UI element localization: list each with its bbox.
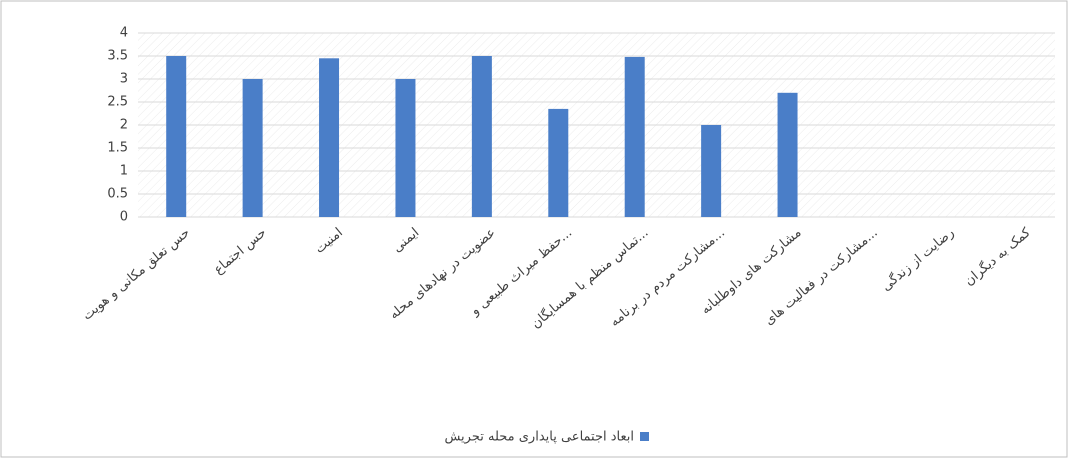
bar: [395, 79, 416, 217]
bar: [471, 56, 492, 217]
y-tick-label: 4: [120, 26, 128, 41]
y-tick-label: 1: [120, 164, 128, 179]
legend-swatch: [640, 432, 649, 441]
y-tick-label: 3: [120, 72, 128, 87]
y-tick-label: 1.5: [107, 141, 128, 156]
bar: [319, 58, 340, 217]
y-tick-label: 0: [120, 210, 128, 225]
y-tick-label: 2.5: [107, 95, 128, 110]
y-tick-label: 2: [120, 118, 128, 133]
bar: [242, 79, 263, 217]
bar: [777, 92, 798, 217]
bar: [624, 56, 645, 217]
bar: [548, 108, 569, 217]
y-tick-label: 3.5: [107, 49, 128, 64]
bar: [701, 125, 722, 217]
bar: [166, 56, 187, 217]
legend-label: ابعاد اجتماعی پایداری محله تجریش: [444, 430, 634, 445]
y-tick-label: 0.5: [107, 187, 128, 202]
